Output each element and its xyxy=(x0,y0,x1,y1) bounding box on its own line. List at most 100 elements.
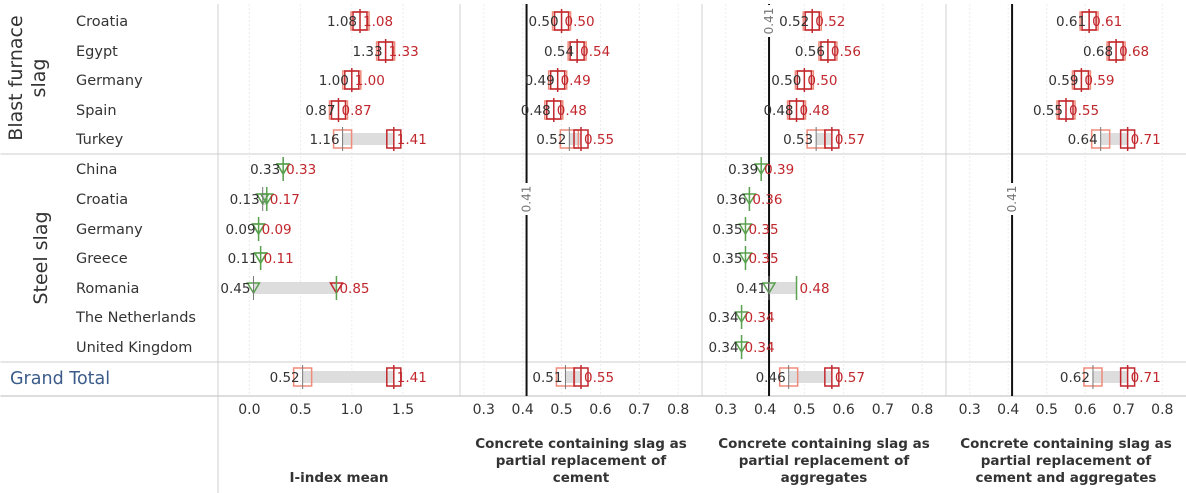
value-label-low: 0.55 xyxy=(1033,103,1063,119)
x-tick-label: 0.5 xyxy=(289,402,311,418)
value-label-high: 0.57 xyxy=(835,370,865,386)
value-label-high: 0.48 xyxy=(557,103,587,119)
value-label-low: 0.53 xyxy=(783,132,813,148)
value-label-low: 0.46 xyxy=(756,370,786,386)
range-band xyxy=(788,371,832,383)
x-tick-label: 0.3 xyxy=(715,402,737,418)
value-label-low: 0.59 xyxy=(1048,73,1078,89)
value-label-high: 0.11 xyxy=(264,251,294,267)
value-label-high: 0.68 xyxy=(1119,44,1149,60)
value-label-high: 1.08 xyxy=(363,14,393,30)
x-tick-label: 0.4 xyxy=(754,402,776,418)
value-label-low: 0.51 xyxy=(532,370,562,386)
reference-label-bg xyxy=(762,5,777,37)
value-label-high: 0.50 xyxy=(807,73,837,89)
value-label-high: 0.36 xyxy=(752,192,782,208)
value-label-low: 0.52 xyxy=(779,14,809,30)
value-label-low: 0.34 xyxy=(708,340,738,356)
value-label-high: 0.49 xyxy=(561,73,591,89)
value-label-high: 0.55 xyxy=(584,370,614,386)
value-label-high: 0.59 xyxy=(1084,73,1114,89)
value-label-high: 0.35 xyxy=(748,251,778,267)
x-tick-label: 0.5 xyxy=(793,402,815,418)
value-label-high: 0.54 xyxy=(580,44,610,60)
value-label-high: 0.34 xyxy=(745,340,775,356)
value-label-low: 0.11 xyxy=(228,251,258,267)
reference-label-bg xyxy=(1005,183,1020,215)
value-label-low: 0.35 xyxy=(712,222,742,238)
x-tick-label: 0.8 xyxy=(667,402,689,418)
x-tick-label: 0.3 xyxy=(473,402,495,418)
x-tick-label: 0.3 xyxy=(959,402,981,418)
value-label-high: 0.85 xyxy=(339,281,369,297)
x-tick-label: 0.5 xyxy=(1036,402,1058,418)
value-label-low: 0.33 xyxy=(250,162,280,178)
x-tick-label: 0.6 xyxy=(832,402,854,418)
x-tick-label: 1.0 xyxy=(341,402,363,418)
panel-4: 0.3 0.4 0.5 0.6 0.7 0.8 0.41 Concrete containin… xyxy=(945,4,1173,486)
value-label-low: 0.62 xyxy=(1060,370,1090,386)
row-label: China xyxy=(76,162,117,178)
value-label-low: 0.45 xyxy=(220,281,250,297)
range-band xyxy=(302,371,394,383)
x-tick-label: 0.4 xyxy=(512,402,534,418)
x-tick-label: 1.5 xyxy=(392,402,414,418)
value-label-low: 0.48 xyxy=(521,103,551,119)
value-label-low: 1.33 xyxy=(353,44,383,60)
value-label-low: 0.87 xyxy=(305,103,335,119)
row-label: Greece xyxy=(76,251,128,267)
value-label-low: 0.48 xyxy=(763,103,793,119)
row-label: Spain xyxy=(76,103,117,119)
value-label-high: 0.35 xyxy=(748,222,778,238)
panel-3: 0.3 0.4 0.5 0.6 0.7 0.8 0.41 Concrete containin… xyxy=(701,4,933,486)
x-tick-label: 0.7 xyxy=(1113,402,1135,418)
value-label-low: 0.52 xyxy=(536,132,566,148)
range-band xyxy=(569,133,581,145)
value-label-low: 0.49 xyxy=(525,73,555,89)
x-tick-label: 0.6 xyxy=(589,402,611,418)
value-label-low: 0.61 xyxy=(1056,14,1086,30)
row-label: Croatia xyxy=(76,192,128,208)
grand-total-label: Grand Total xyxy=(10,369,110,389)
value-label-high: 0.55 xyxy=(584,132,614,148)
panel-title: I-index mean xyxy=(289,470,388,486)
reference-label-bg xyxy=(519,183,534,215)
value-label-high: 0.61 xyxy=(1092,14,1122,30)
range-band xyxy=(769,282,797,294)
value-label-high: 0.39 xyxy=(764,162,794,178)
panel-title: Concrete containing slag as partial repla… xyxy=(475,436,687,486)
value-label-low: 1.16 xyxy=(310,132,340,148)
range-band xyxy=(565,371,581,383)
value-label-high: 1.33 xyxy=(389,44,419,60)
value-label-low: 1.00 xyxy=(319,73,349,89)
row-label: Romania xyxy=(76,281,139,297)
value-label-high: 0.56 xyxy=(831,44,861,60)
reference-line-label: 0.41 xyxy=(1005,186,1019,213)
x-tick-label: 0.8 xyxy=(1151,402,1173,418)
value-label-high: 0.71 xyxy=(1131,370,1161,386)
value-label-high: 0.71 xyxy=(1131,132,1161,148)
value-label-high: 0.48 xyxy=(800,281,830,297)
value-label-low: 0.36 xyxy=(716,192,746,208)
value-label-low: 0.68 xyxy=(1083,44,1113,60)
value-label-high: 0.09 xyxy=(262,222,292,238)
x-tick-label: 0.6 xyxy=(1074,402,1096,418)
value-label-high: 0.34 xyxy=(745,310,775,326)
x-tick-label: 0.5 xyxy=(550,402,572,418)
value-label-low: 0.56 xyxy=(795,44,825,60)
row-label: Egypt xyxy=(76,44,118,60)
range-band xyxy=(262,193,267,205)
value-label-low: 0.64 xyxy=(1068,132,1098,148)
range-band xyxy=(816,133,832,145)
value-label-high: 1.00 xyxy=(355,73,385,89)
panel-1: 0.0 0.5 1.0 1.5 I-index mean 1.08 1.08 1.33 1.33… xyxy=(217,4,427,486)
range-band xyxy=(1092,371,1128,383)
value-label-high: 0.33 xyxy=(286,162,316,178)
value-label-high: 1.41 xyxy=(397,132,427,148)
value-label-low: 0.41 xyxy=(736,281,766,297)
reference-line-label: 0.41 xyxy=(520,186,534,213)
reference-line-label: 0.41 xyxy=(762,8,776,35)
value-label-high: 0.17 xyxy=(270,192,300,208)
value-label-high: 0.87 xyxy=(341,103,371,119)
value-label-high: 0.48 xyxy=(800,103,830,119)
